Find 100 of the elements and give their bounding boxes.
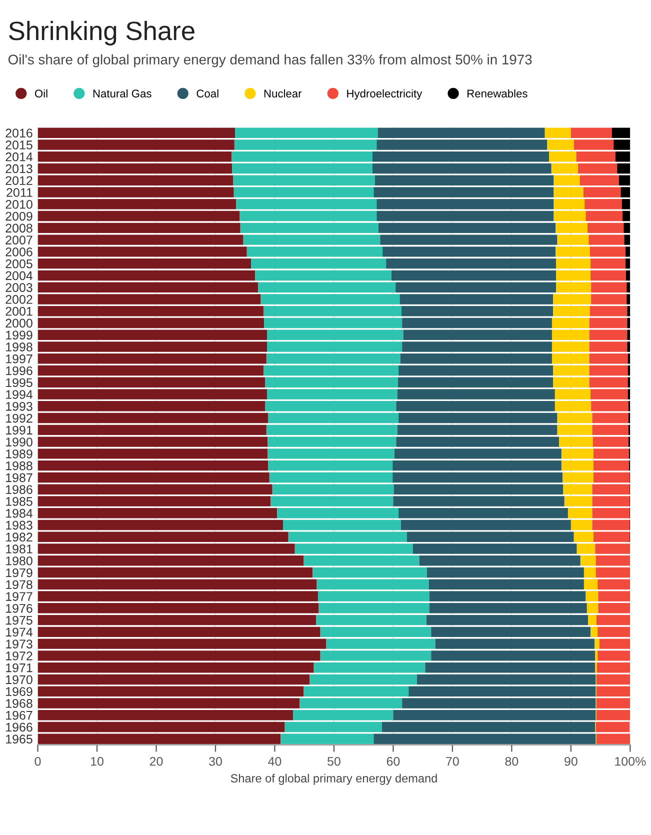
y-tick-label: 1989 [6, 449, 32, 458]
bar [596, 567, 630, 578]
y-tick-label: 1968 [6, 699, 32, 708]
y-tick-label: 2016 [6, 128, 32, 138]
y-tick-label: 1991 [6, 426, 32, 435]
y-tick-label: 1992 [6, 414, 32, 423]
bar [38, 520, 284, 530]
bar [596, 722, 630, 732]
bar [584, 567, 596, 578]
y-tick-label: 2008 [6, 224, 32, 233]
y-tick-label: 2013 [6, 164, 32, 174]
y-tick-label: 2010 [6, 200, 32, 209]
y-tick-label: 2005 [6, 259, 32, 268]
bar [232, 163, 372, 174]
y-tick-label: 2006 [6, 247, 32, 256]
bar [280, 734, 374, 744]
x-tick-label: 50 [328, 756, 340, 766]
chart-subtitle: Oil's share of global primary energy demand has fallen 33% from almost 50% in 1973 [8, 54, 532, 68]
x-tick-label: 90 [564, 756, 578, 766]
chart-title: Shrinking Share [9, 20, 194, 46]
y-tick-label: 1981 [6, 544, 32, 554]
x-axis-title: Share of global primary energy demand [230, 774, 437, 785]
bar [426, 567, 584, 578]
y-tick-label: 1997 [6, 354, 32, 364]
bar [264, 318, 402, 328]
bar [402, 318, 552, 328]
bar [38, 734, 281, 744]
bar [38, 722, 285, 732]
y-tick-label: 1983 [6, 520, 32, 530]
x-tick-label: 0 [34, 756, 41, 766]
y-tick-label: 2015 [6, 140, 32, 150]
y-tick-label: 1979 [6, 568, 32, 578]
bar [596, 734, 630, 744]
y-tick-label: 1978 [6, 580, 32, 590]
y-tick-label: 1986 [6, 485, 32, 494]
bar [617, 163, 630, 174]
y-tick-label: 1988 [6, 461, 32, 470]
y-tick-label: 1980 [6, 556, 32, 566]
y-tick-label: 1975 [6, 616, 32, 625]
bar [38, 163, 232, 174]
y-tick-label: 1972 [6, 652, 32, 660]
x-tick-label: 80 [505, 756, 518, 766]
bar [374, 734, 596, 744]
y-tick-label: 1984 [6, 508, 33, 518]
y-tick-label: 2012 [6, 176, 32, 186]
bar [284, 722, 382, 732]
y-tick-label: 1966 [6, 722, 32, 732]
bar [553, 365, 590, 376]
y-tick-label: 2004 [6, 271, 33, 280]
y-tick-label: 2007 [6, 236, 32, 244]
y-tick-label: 2002 [6, 295, 32, 304]
y-tick-label: 1994 [6, 390, 33, 399]
y-tick-label: 1999 [6, 330, 32, 340]
x-tick-label: 70 [446, 756, 459, 766]
y-tick-label: 2014 [6, 152, 33, 162]
y-tick-label: 1965 [6, 734, 32, 744]
legend-label: Nuclear [264, 89, 302, 98]
y-tick-label: 1995 [6, 378, 32, 388]
bar [570, 520, 592, 530]
y-tick-label: 1969 [6, 687, 32, 696]
y-tick-label: 1985 [6, 497, 32, 506]
y-tick-label: 2009 [6, 212, 32, 221]
bar [38, 567, 313, 578]
bar [400, 520, 571, 530]
y-tick-label: 1998 [6, 342, 32, 352]
y-tick-label: 2001 [6, 306, 32, 316]
x-tick-label: 60 [386, 756, 400, 766]
bar [372, 163, 552, 174]
bar [578, 163, 618, 174]
bar [398, 365, 554, 376]
bar [263, 365, 399, 376]
bar [552, 318, 590, 328]
bar [627, 318, 630, 328]
y-tick-label: 1987 [6, 473, 32, 482]
x-tick-label: 10 [91, 756, 104, 766]
bar [382, 722, 596, 732]
bar [312, 567, 427, 578]
y-tick-label: 1982 [6, 532, 32, 542]
y-tick-label: 1967 [6, 710, 32, 720]
bar [589, 318, 628, 328]
legend-label: Natural Gas [93, 89, 152, 98]
bar [592, 520, 630, 530]
bar [283, 520, 401, 530]
legend-label: Coal [196, 89, 218, 98]
x-tick-label: 20 [150, 756, 163, 766]
x-tick-label: 30 [209, 756, 222, 766]
bar [589, 365, 628, 376]
legend-label: Renewables [468, 89, 528, 98]
bar [551, 163, 578, 174]
bar [38, 318, 264, 328]
y-tick-label: 1976 [6, 604, 32, 613]
y-tick-label: 1990 [6, 438, 32, 446]
y-tick-label: 2000 [6, 318, 32, 328]
y-tick-label: 1971 [6, 663, 32, 672]
y-tick-label: 2003 [6, 283, 32, 292]
y-tick-label: 1974 [6, 628, 33, 637]
x-tick-label: 40 [268, 756, 282, 766]
y-tick-label: 1993 [6, 402, 32, 411]
legend-label: Hydroelectricity [347, 89, 422, 100]
x-tick-label: 100% [615, 756, 646, 766]
